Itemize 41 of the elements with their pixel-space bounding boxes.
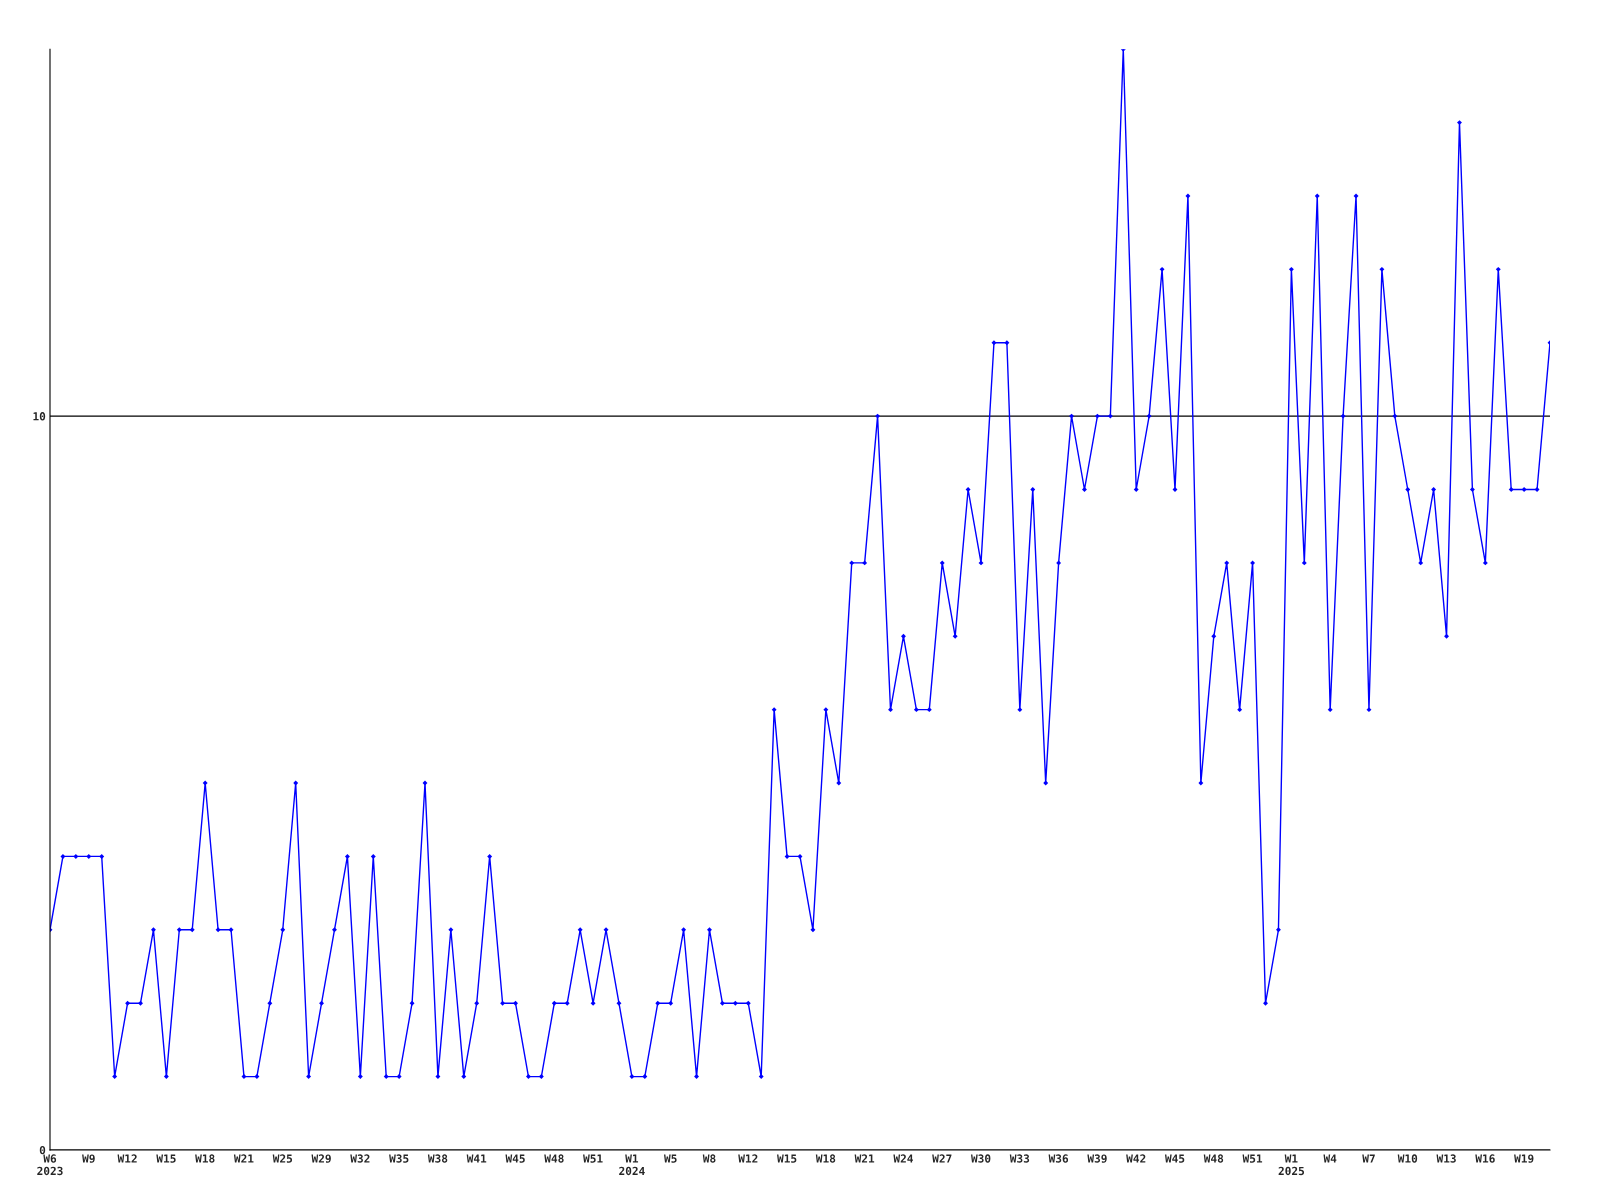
x-tick-label: W35 [389, 1154, 409, 1163]
x-tick-label: W12 [738, 1154, 758, 1163]
x-tick-label: W38 [427, 1154, 448, 1163]
x-tick-label: W29 [311, 1154, 331, 1163]
x-tick-label: W27 [932, 1154, 952, 1163]
x-tick-label: W41 [466, 1154, 487, 1163]
x-tick-label: W45 [505, 1154, 525, 1163]
x-tick-label: W51 [1242, 1154, 1263, 1163]
x-tick-label: W16 [1475, 1154, 1495, 1163]
x-tick-label: W8 [702, 1154, 716, 1163]
x-tick-label: W25 [272, 1154, 293, 1163]
x-tick-label: W1 2024 [619, 1154, 645, 1176]
x-tick-label: W13 [1436, 1154, 1456, 1163]
x-tick-label: W45 [1164, 1154, 1185, 1163]
x-tick-label: W7 [1362, 1154, 1375, 1163]
x-tick-label: W24 [893, 1154, 913, 1163]
x-tick-label: W48 [544, 1154, 564, 1163]
x-tick-label: W15 [777, 1154, 797, 1163]
x-tick-label: W15 [156, 1154, 176, 1163]
x-tick-label: W21 [854, 1154, 875, 1163]
x-tick-label: W9 [82, 1154, 95, 1163]
x-tick-label: W18 [815, 1154, 836, 1163]
x-tick-label: W51 [583, 1154, 603, 1163]
y-tick-label: 10 [33, 412, 46, 421]
x-tick-label: W5 [664, 1154, 677, 1163]
x-tick-label: W48 [1203, 1154, 1224, 1163]
x-tick-label: W19 [1514, 1154, 1534, 1163]
x-tick-label: W4 [1323, 1154, 1337, 1163]
x-tick-label: W10 [1397, 1154, 1418, 1163]
x-tick-label: W39 [1087, 1154, 1107, 1163]
x-tick-label: W32 [350, 1154, 370, 1163]
x-tick-label: W12 [117, 1154, 137, 1163]
y-tick-label: 0 [39, 1145, 46, 1155]
x-tick-label: W21 [233, 1154, 254, 1163]
x-tick-label: W18 [195, 1154, 215, 1163]
x-tick-label: W1 2025 [1278, 1154, 1304, 1176]
x-tick-label: W30 [971, 1154, 991, 1163]
x-tick-label: W36 [1048, 1154, 1069, 1163]
x-tick-label: W6 2023 [37, 1154, 63, 1176]
x-tick-label: W42 [1126, 1154, 1146, 1163]
x-tick-label: W33 [1009, 1154, 1030, 1163]
